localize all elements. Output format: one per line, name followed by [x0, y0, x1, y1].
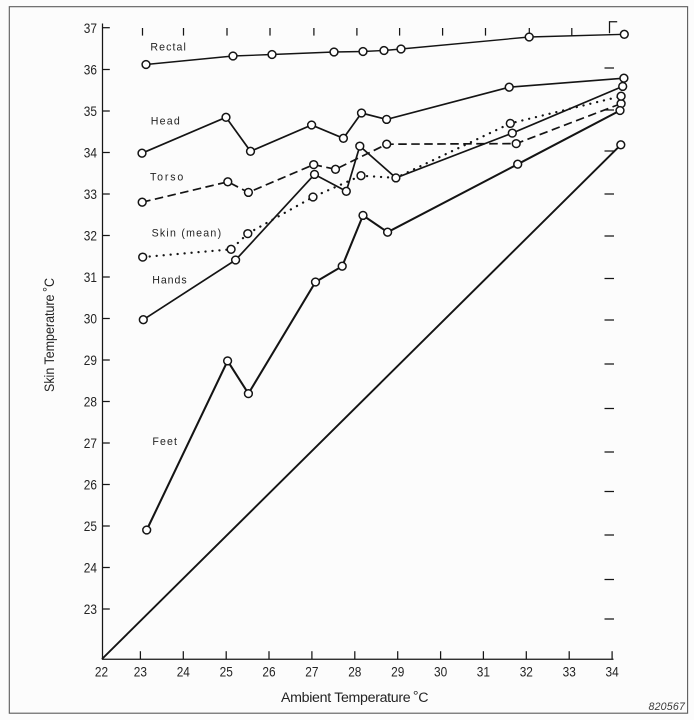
svg-text:37: 37 [84, 20, 97, 36]
svg-text:23: 23 [84, 601, 97, 617]
svg-text:28: 28 [348, 663, 361, 679]
svg-text:36: 36 [84, 62, 97, 78]
svg-text:Skin (mean): Skin (mean) [152, 228, 222, 240]
svg-text:Feet: Feet [152, 436, 177, 448]
svg-text:33: 33 [563, 663, 576, 679]
svg-text:27: 27 [305, 663, 318, 679]
svg-text:28: 28 [84, 394, 97, 410]
svg-text:23: 23 [134, 663, 147, 679]
svg-text:32: 32 [520, 663, 533, 679]
svg-text:34: 34 [84, 145, 97, 161]
svg-text:31: 31 [477, 663, 490, 679]
svg-text:30: 30 [434, 663, 447, 679]
svg-text:25: 25 [84, 518, 97, 534]
svg-text:22: 22 [95, 663, 108, 679]
svg-text:Ambient Temperature °C: Ambient Temperature °C [281, 689, 429, 707]
svg-text:32: 32 [84, 228, 97, 244]
svg-text:Hands: Hands [152, 275, 187, 287]
svg-text:Torso: Torso [150, 172, 183, 184]
svg-text:33: 33 [84, 186, 97, 202]
svg-text:24: 24 [84, 560, 97, 576]
svg-text:24: 24 [177, 663, 190, 679]
svg-text:29: 29 [84, 352, 97, 368]
svg-text:34: 34 [606, 663, 619, 679]
svg-text:Rectal: Rectal [150, 42, 185, 54]
svg-text:27: 27 [84, 435, 97, 451]
svg-text:29: 29 [391, 663, 404, 679]
svg-text:820567: 820567 [649, 701, 686, 713]
svg-text:26: 26 [84, 477, 97, 493]
svg-text:30: 30 [84, 311, 97, 327]
svg-text:35: 35 [84, 103, 97, 119]
svg-text:26: 26 [262, 663, 275, 679]
svg-text:Skin Temperature °C: Skin Temperature °C [41, 278, 59, 392]
svg-text:Head: Head [151, 116, 180, 128]
svg-text:25: 25 [220, 663, 233, 679]
svg-text:31: 31 [84, 269, 97, 285]
